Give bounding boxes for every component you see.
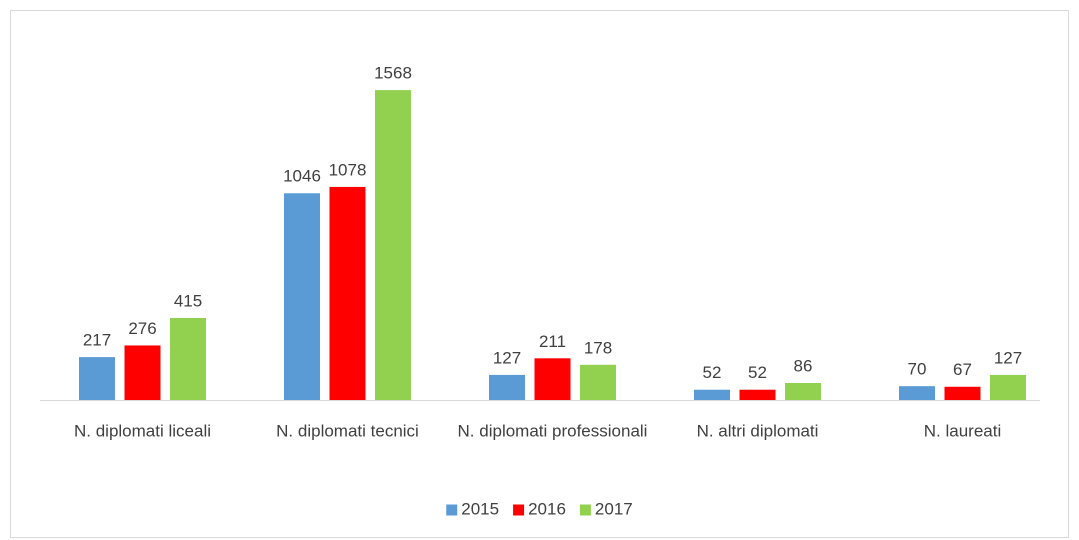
bar [375,90,411,400]
bar [170,317,206,400]
value-label: 1568 [374,64,412,83]
legend-swatch [513,504,525,516]
x-tick-label: N. altri diplomati [697,421,819,440]
bar [739,389,776,400]
value-label: 127 [994,348,1022,367]
x-tick-label: N. laureati [924,421,1001,440]
x-tick-label: N. diplomati professionali [458,421,648,440]
legend-label: 2015 [461,499,499,518]
bar [899,386,935,400]
chart-border [10,10,1069,538]
bar [284,193,320,400]
value-label: 1046 [283,167,321,186]
value-label: 415 [174,291,202,310]
value-label: 217 [83,331,111,350]
bar [694,389,730,400]
value-label: 276 [128,319,156,338]
legend-swatch [579,504,591,516]
value-label: 52 [703,363,722,382]
value-label: 178 [584,338,612,357]
value-label: 70 [908,360,927,379]
bar [124,345,161,400]
bar [944,386,981,400]
x-tick-label: N. diplomati tecnici [276,421,419,440]
value-label: 67 [953,360,972,379]
bar [489,374,525,400]
bar [329,186,366,400]
bar [534,358,571,400]
bar [580,364,616,400]
legend-swatch [446,504,458,516]
legend-label: 2017 [595,499,633,518]
value-label: 127 [493,348,521,367]
bar [990,374,1026,400]
bar [79,357,115,400]
value-label: 1078 [329,160,367,179]
bar [785,383,821,400]
value-label: 211 [539,332,566,351]
value-label: 86 [794,356,813,375]
value-label: 52 [748,363,767,382]
legend-label: 2016 [528,499,566,518]
x-tick-label: N. diplomati liceali [74,421,211,440]
